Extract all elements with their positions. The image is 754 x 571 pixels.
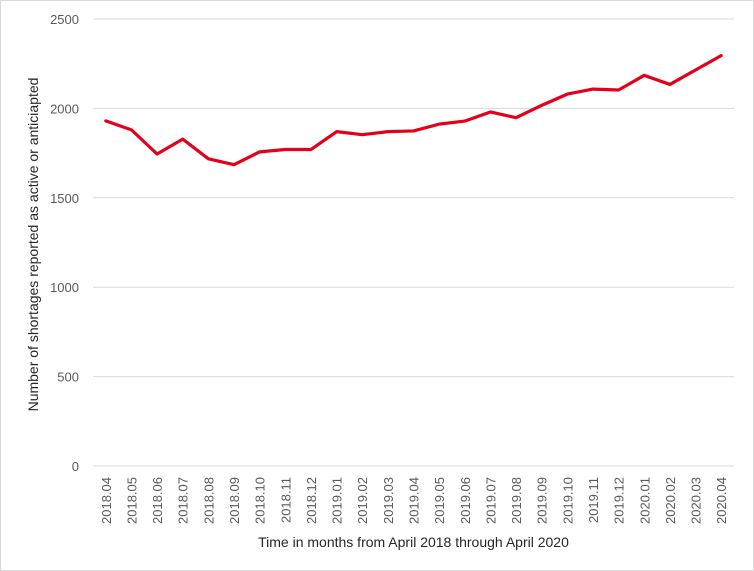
- x-tick-label: 2019.02: [355, 477, 370, 524]
- y-tick-label: 500: [57, 370, 79, 385]
- x-tick-label: 2019.03: [381, 477, 396, 524]
- x-tick-label: 2019.11: [586, 477, 601, 523]
- gridlines: [93, 18, 734, 467]
- y-axis-ticks: 0 500 1000 1500 2000 2500: [50, 12, 79, 474]
- x-tick-label: 2019.06: [458, 477, 473, 524]
- x-tick-label: 2020.03: [689, 477, 704, 524]
- x-axis-ticks: 2018.04 2018.05 2018.06 2018.07 2018.08 2018.…: [99, 477, 729, 524]
- x-tick-label: 2019.05: [432, 477, 447, 524]
- x-tick-label: 2019.10: [560, 477, 575, 524]
- x-tick-label: 2018.04: [99, 477, 114, 524]
- y-tick-label: 2000: [50, 101, 79, 116]
- series-line: [104, 54, 723, 167]
- x-tick-label: 2019.08: [509, 477, 524, 524]
- x-tick-label: 2019.04: [407, 477, 422, 524]
- y-tick-label: 1000: [50, 280, 79, 295]
- y-tick-label: 2500: [50, 12, 79, 27]
- x-tick-label: 2019.01: [330, 477, 345, 524]
- x-tick-label: 2018.06: [150, 477, 165, 524]
- x-tick-label: 2018.08: [201, 477, 216, 524]
- y-tick-label: 1500: [50, 191, 79, 206]
- x-tick-label: 2018.10: [253, 477, 268, 524]
- x-tick-label: 2019.09: [535, 477, 550, 524]
- x-tick-label: 2018.05: [124, 477, 139, 524]
- x-tick-label: 2018.07: [176, 477, 191, 524]
- x-tick-label: 2019.07: [483, 477, 498, 524]
- x-tick-label: 2020.04: [714, 477, 729, 524]
- x-tick-label: 2018.12: [304, 477, 319, 524]
- x-tick-label: 2020.01: [637, 477, 652, 524]
- x-tick-label: 2019.12: [612, 477, 627, 524]
- x-tick-label: 2018.09: [227, 477, 242, 524]
- x-tick-label: 2018.11: [278, 477, 293, 523]
- y-axis-title: Number of shortages reported as active o…: [25, 78, 41, 412]
- y-tick-label: 0: [72, 459, 79, 474]
- series-layer: [104, 54, 723, 167]
- x-axis-title: Time in months from April 2018 through A…: [258, 534, 569, 550]
- x-tick-label: 2020.02: [663, 477, 678, 524]
